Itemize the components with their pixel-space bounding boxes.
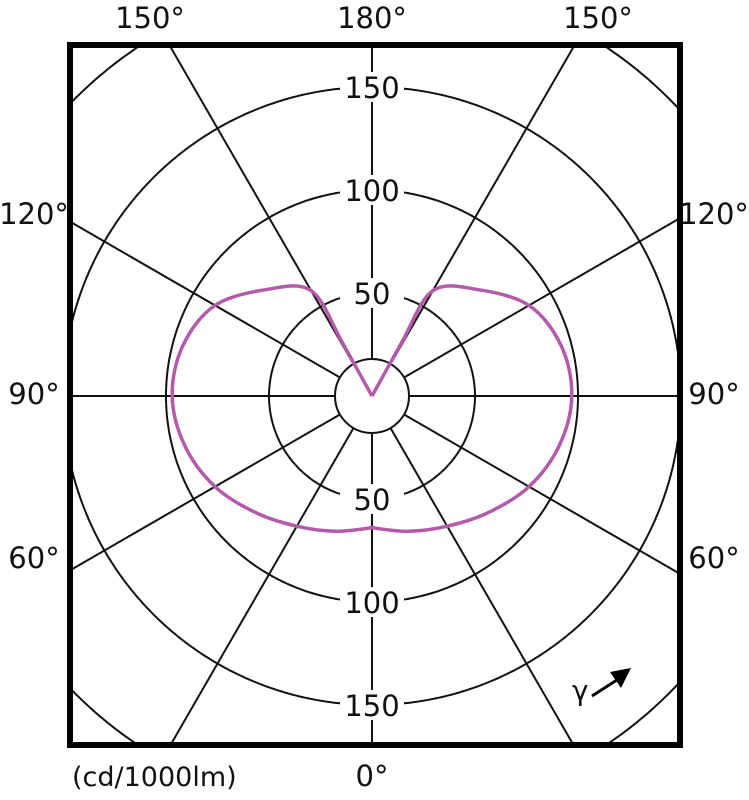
grid-ring-outer [71, 44, 681, 746]
gamma-direction-arrow-icon [610, 668, 631, 688]
radial-tick-label-50: 50 [354, 277, 391, 311]
grid-spoke-330 [169, 427, 355, 746]
intensity-curve-group [170, 284, 574, 534]
radial-tick-label-150: 150 [344, 689, 399, 723]
grid-spoke-60 [403, 413, 681, 575]
angle-label-left-120: 120° [0, 197, 69, 231]
angle-label-top-right: 150° [563, 1, 633, 35]
angle-label-right-120: 120° [679, 197, 749, 231]
grid-ring-100 [165, 189, 579, 603]
polar-grid [69, 44, 681, 746]
chart-frame [67, 42, 683, 748]
tick-label-bg [340, 690, 404, 720]
angle-label-left-90: 90° [8, 377, 59, 411]
grid-spoke-210 [168, 44, 355, 365]
angle-label-top-left: 150° [115, 1, 185, 35]
radial-tick-label-50: 50 [354, 483, 391, 517]
radial-tick-labels: 50 50 100 100 150 150 [340, 71, 404, 723]
angle-label-top: 180° [337, 1, 407, 35]
tick-label-bg [340, 72, 404, 102]
tick-label-bg [340, 175, 404, 205]
grid-spoke-30 [389, 427, 575, 746]
radial-tick-label-100: 100 [344, 586, 399, 620]
grid-spoke-150 [389, 44, 576, 365]
angle-label-right-60: 60° [688, 541, 739, 575]
grid-spoke-240 [69, 220, 341, 379]
grid-spoke-120 [403, 217, 681, 379]
tick-label-bg [340, 278, 404, 308]
unit-label: (cd/1000lm) [72, 762, 237, 793]
grid-spoke-300 [69, 413, 341, 572]
tick-label-bg [340, 484, 404, 514]
radial-tick-label-150: 150 [344, 71, 399, 105]
gamma-direction-arrow-shaft [591, 676, 621, 698]
grid-ring-50 [268, 292, 476, 500]
angle-label-bottom: 0° [356, 759, 389, 793]
gamma-symbol: γ [572, 674, 589, 707]
angle-label-right-90: 90° [688, 377, 739, 411]
angle-label-left-60: 60° [8, 541, 59, 575]
tick-label-bg [340, 587, 404, 617]
radial-tick-label-100: 100 [344, 174, 399, 208]
intensity-curve [170, 284, 574, 534]
